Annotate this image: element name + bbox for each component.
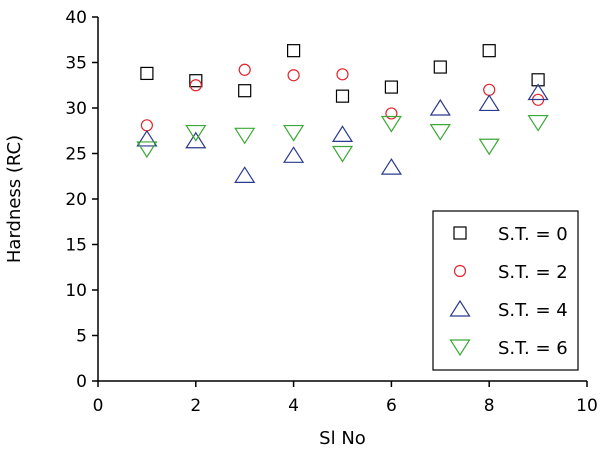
data-points <box>136 44 549 183</box>
legend-marker <box>453 264 467 278</box>
x-tick-label: 2 <box>190 396 201 416</box>
data-point <box>429 124 451 141</box>
data-point <box>527 83 549 101</box>
series-1 <box>140 63 545 132</box>
series-2 <box>136 83 549 183</box>
data-point <box>140 66 154 81</box>
legend-marker <box>449 299 471 317</box>
data-point <box>433 60 447 74</box>
x-tick-label: 10 <box>576 396 598 416</box>
legend-box <box>432 210 579 371</box>
y-tick-label: 15 <box>65 236 87 256</box>
data-point <box>384 80 398 94</box>
data-point <box>136 129 158 147</box>
data-point <box>527 114 549 132</box>
series-0 <box>140 44 545 103</box>
legend: S.T. = 0 S.T. = 2 S.T. = 4 S.T. = 6 <box>432 210 579 371</box>
data-point <box>385 107 398 120</box>
y-tick-label: 30 <box>65 99 87 119</box>
data-point <box>238 84 252 98</box>
data-point <box>331 145 354 163</box>
data-point <box>482 44 496 58</box>
legend-label: S.T. = 6 <box>498 338 568 359</box>
data-point <box>185 124 207 142</box>
legend-label: S.T. = 2 <box>498 262 568 283</box>
x-axis-title: Sl No <box>319 428 366 449</box>
legend-label: S.T. = 4 <box>498 300 568 321</box>
data-point <box>189 79 202 92</box>
y-tick-label: 0 <box>76 372 87 392</box>
data-point <box>483 83 496 96</box>
y-tick-label: 25 <box>65 145 87 165</box>
data-point <box>429 98 451 116</box>
y-tick-label: 5 <box>76 327 87 347</box>
data-point <box>238 63 251 76</box>
data-point <box>283 124 305 142</box>
data-point <box>531 73 545 87</box>
data-point <box>189 74 203 88</box>
data-point <box>140 119 153 132</box>
x-tick-label: 6 <box>386 396 397 416</box>
x-tick-label: 4 <box>288 396 299 416</box>
ticks: 0 5 10 15 20 25 30 35 40 0 2 4 6 8 10 <box>65 8 597 416</box>
x-tick-label: 0 <box>93 396 104 416</box>
data-point <box>478 94 500 112</box>
data-point <box>287 44 301 58</box>
data-point <box>335 89 350 103</box>
data-point <box>478 138 500 156</box>
data-point <box>185 131 207 149</box>
legend-label: S.T. = 0 <box>498 224 568 245</box>
legend-marker <box>453 226 467 240</box>
y-tick-label: 40 <box>65 8 87 28</box>
series-3 <box>136 114 549 163</box>
data-point <box>336 68 349 81</box>
y-tick-label: 35 <box>65 54 87 74</box>
data-point <box>380 115 402 133</box>
data-point <box>283 146 305 163</box>
data-point <box>136 141 158 159</box>
y-axis-title: Hardness (RC) <box>4 135 25 263</box>
data-point <box>287 69 300 82</box>
data-point <box>331 125 354 142</box>
data-point <box>234 127 256 145</box>
y-tick-label: 20 <box>65 190 87 210</box>
data-point <box>380 158 402 175</box>
data-point <box>234 166 256 183</box>
y-tick-label: 10 <box>65 281 87 301</box>
x-tick-label: 8 <box>484 396 495 416</box>
legend-marker <box>449 339 471 357</box>
